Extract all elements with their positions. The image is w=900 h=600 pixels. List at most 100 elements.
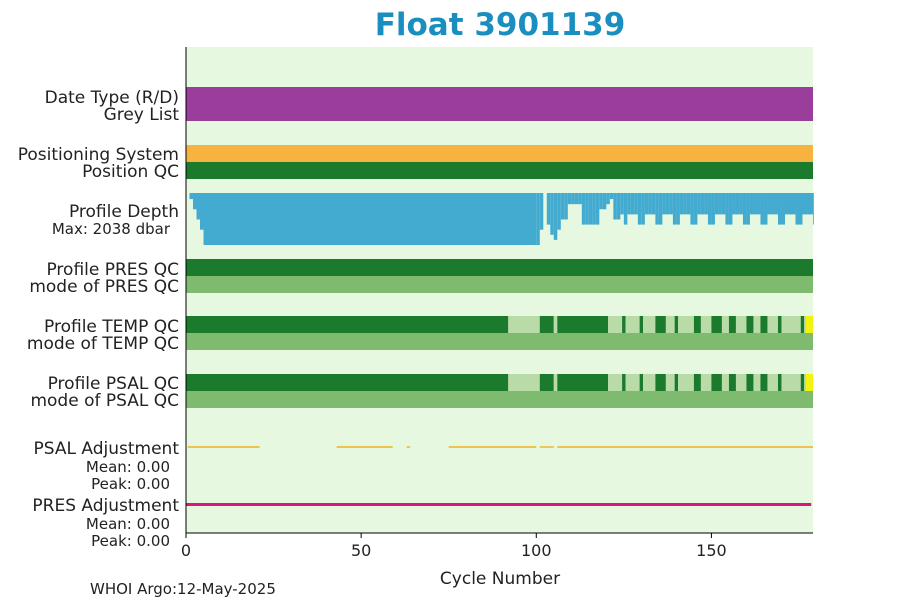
profile-depth-bar	[606, 193, 610, 205]
profile-temp-qc-segment	[639, 316, 644, 333]
profile-depth-bar	[641, 193, 645, 225]
profile-temp-qc-segment	[760, 316, 768, 333]
profile-temp-qc-segment	[805, 316, 813, 333]
profile-depth-bar	[813, 193, 814, 225]
profile-depth-bar	[196, 193, 201, 220]
profile-psal-qc-segment	[753, 374, 761, 391]
profile-depth-bar	[662, 193, 666, 215]
profile-temp-qc-segment	[625, 316, 640, 333]
profile-psal-qc-segment	[805, 374, 813, 391]
profile-temp-qc-segment	[678, 316, 694, 333]
profile-temp-qc-segment	[693, 316, 701, 333]
profile-depth-bar	[595, 193, 600, 225]
profile-temp-qc-segment	[508, 316, 540, 333]
row-label-profile-temp-qc: Profile TEMP QC	[44, 317, 179, 337]
profile-depth-bar	[735, 193, 740, 215]
profile-depth-bar	[634, 193, 638, 215]
profile-depth-bar	[707, 193, 712, 225]
profile-temp-qc-segment	[781, 316, 801, 333]
profile-depth-bar	[739, 193, 743, 215]
profile-psal-qc-segment	[678, 374, 694, 391]
grey-list-bar	[186, 87, 813, 121]
profile-psal-qc-segment	[625, 374, 640, 391]
profile-depth-bar	[620, 193, 624, 215]
profile-depth-bar	[553, 193, 558, 240]
profile-depth-bar	[774, 193, 778, 215]
profile-psal-qc-segment	[777, 374, 782, 391]
profile-temp-qc-segment	[746, 316, 754, 333]
profile-depth-bar	[763, 193, 768, 225]
profile-temp-qc-segment	[800, 316, 805, 333]
profile-temp-qc-segment	[721, 316, 729, 333]
profile-psal-qc-segment	[557, 374, 609, 391]
profile-pres-qc-bar	[186, 259, 813, 276]
profile-depth-bar	[781, 193, 785, 225]
profile-temp-qc-segment	[643, 316, 656, 333]
profile-depth-bar	[203, 193, 537, 245]
profile-depth-bar	[550, 193, 554, 235]
profile-depth-bar	[697, 193, 701, 215]
profile-temp-qc-segment	[711, 316, 722, 333]
profile-psal-qc-segment	[655, 374, 666, 391]
profile-depth-bar	[669, 193, 673, 215]
profile-depth-bar	[784, 193, 789, 215]
positioning-system-bar	[186, 145, 813, 162]
profile-psal-qc-segment	[693, 374, 701, 391]
profile-temp-qc-segment	[767, 316, 778, 333]
mode-psal-qc-bar	[186, 391, 813, 408]
profile-depth-bar	[711, 193, 715, 225]
profile-temp-qc-segment	[622, 316, 626, 333]
profile-psal-qc-segment	[674, 374, 679, 391]
profile-psal-qc-segment	[639, 374, 644, 391]
profile-depth-bar	[749, 193, 754, 215]
profile-temp-qc-segment	[608, 316, 623, 333]
profile-depth-bar	[648, 193, 652, 215]
profile-depth-bar	[788, 193, 792, 215]
x-tick-label: 100	[521, 541, 552, 560]
profile-depth-bar	[189, 193, 194, 200]
profile-psal-qc-segment	[760, 374, 768, 391]
profile-temp-qc-segment	[539, 316, 554, 333]
row-label-mode-pres-qc: mode of PRES QC	[29, 277, 179, 297]
profile-depth-bar	[585, 193, 589, 225]
x-tick-label: 150	[696, 541, 727, 560]
profile-depth-bar	[571, 193, 575, 205]
profile-temp-qc-segment	[700, 316, 712, 333]
row-label-profile-psal-qc: Profile PSAL QC	[48, 374, 179, 394]
profile-depth-bar	[588, 193, 593, 225]
profile-psal-qc-segment	[721, 374, 729, 391]
profile-depth-bar	[805, 193, 810, 215]
row-label-mode-psal-qc: mode of PSAL QC	[30, 391, 179, 411]
bar-layer	[186, 87, 814, 506]
profile-depth-bar	[756, 193, 761, 215]
mode-temp-qc-bar	[186, 333, 813, 350]
profile-temp-qc-segment	[804, 316, 806, 333]
profile-depth-bar	[627, 193, 631, 215]
chart-title: Float 3901139	[375, 7, 626, 43]
profile-temp-qc-segment	[553, 316, 558, 333]
profile-depth-bar	[760, 193, 764, 225]
profile-depth-bar	[637, 193, 642, 225]
profile-psal-qc-segment	[665, 374, 675, 391]
profile-depth-bar	[644, 193, 649, 215]
profile-depth-bar	[613, 193, 617, 220]
profile-depth-bar	[742, 193, 747, 225]
profile-depth-bar	[718, 193, 722, 215]
profile-temp-qc-segment	[186, 316, 509, 333]
profile-psal-qc-segment	[781, 374, 801, 391]
profile-depth-bar	[802, 193, 806, 215]
profile-temp-qc-segment	[655, 316, 666, 333]
profile-psal-qc-segment	[767, 374, 778, 391]
psal-adjustment-peak: Peak: 0.00	[91, 475, 170, 493]
profile-depth-bar	[690, 193, 694, 225]
pres-adjustment-peak: Peak: 0.00	[91, 532, 170, 550]
profile-depth-bar	[777, 193, 782, 225]
profile-psal-qc-segment	[186, 374, 509, 391]
profile-temp-qc-segment	[753, 316, 761, 333]
profile-depth-bar	[676, 193, 680, 225]
profile-depth-bar	[686, 193, 691, 215]
profile-depth-bar	[539, 193, 544, 230]
profile-depth-bar	[623, 193, 628, 225]
profile-depth-bar	[809, 193, 813, 215]
